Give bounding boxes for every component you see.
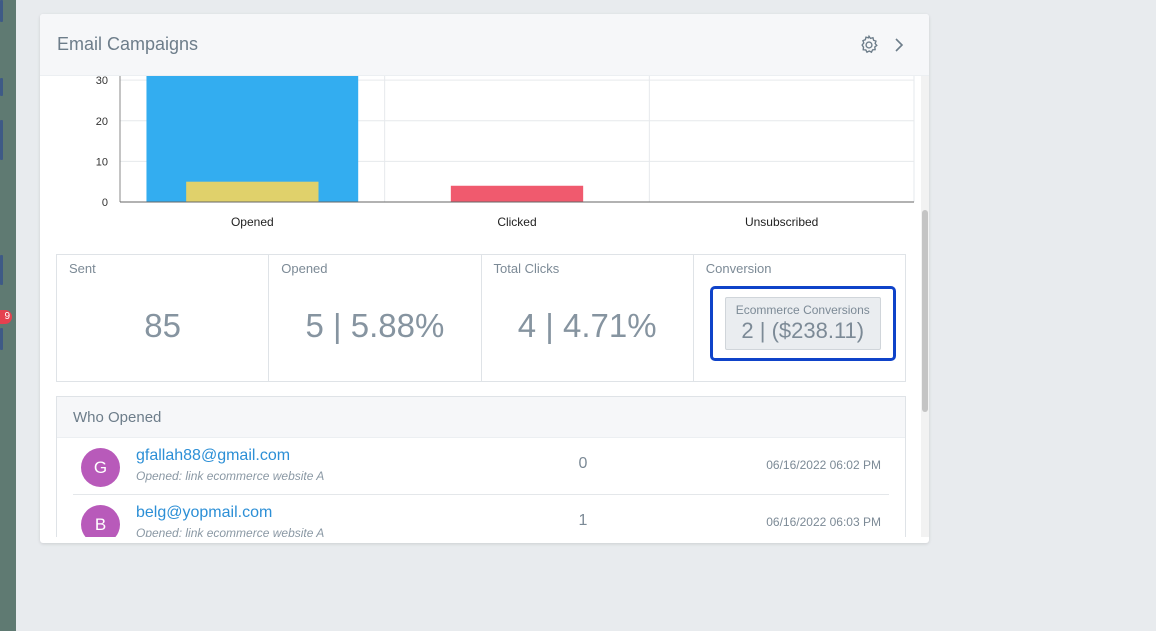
rail-nav-mark[interactable] — [0, 120, 3, 160]
who-opened-title: Who Opened — [73, 408, 162, 426]
open-detail: Opened: link ecommerce website A — [136, 469, 325, 483]
rail-nav-mark[interactable] — [0, 78, 3, 96]
panel-content: 0 10 20 30 Opened Clicked Unsubscribed Sent 85… — [40, 76, 929, 537]
scrollbar-thumb[interactable] — [922, 210, 928, 412]
rail-nav-mark[interactable] — [0, 0, 3, 22]
stats-row: Sent 85 Opened 5 | 5.88% Total Clicks 4 … — [56, 254, 906, 382]
stat-total-clicks: Total Clicks 4 | 4.71% — [482, 255, 694, 381]
stat-label: Conversion — [705, 261, 772, 276]
panel-title: Email Campaigns — [57, 34, 199, 54]
gear-icon — [861, 34, 878, 53]
x-tick-label: Opened — [231, 215, 274, 229]
click-count: 1 — [578, 512, 588, 529]
notification-badge: 9 — [0, 310, 12, 324]
bar-clicked-inner — [450, 185, 584, 202]
y-tick-label: 30 — [96, 76, 108, 87]
y-tick-label: 10 — [96, 156, 108, 168]
recipient-email-link[interactable]: belg@yopmail.com — [136, 504, 273, 521]
table-row[interactable]: G gfallah88@gmail.com Opened: link ecomm… — [73, 438, 889, 495]
left-nav-rail: 9 — [0, 0, 16, 631]
bar-opened — [146, 76, 359, 202]
conversion-highlight: Ecommerce Conversions 2 | ($238.11) — [709, 286, 896, 361]
avatar: G — [81, 448, 120, 487]
stat-conversion: Conversion Ecommerce Conversions 2 | ($2… — [694, 255, 905, 381]
chevron-right-icon — [895, 37, 904, 52]
conversion-card-label: Ecommerce Conversions — [735, 303, 870, 317]
open-timestamp: 06/16/2022 06:03 PM — [766, 515, 881, 529]
stat-value: 85 — [144, 307, 181, 344]
avatar: B — [81, 505, 120, 537]
bar-opened-inner — [186, 181, 319, 202]
open-timestamp: 06/16/2022 06:02 PM — [766, 458, 881, 472]
click-count: 0 — [578, 455, 588, 472]
y-tick-label: 0 — [102, 197, 108, 209]
settings-button[interactable] — [856, 32, 882, 58]
who-opened-header: Who Opened — [57, 397, 905, 438]
next-button[interactable] — [886, 32, 912, 58]
ecommerce-conversions-card[interactable]: Ecommerce Conversions 2 | ($238.11) — [724, 297, 881, 350]
x-tick-label: Clicked — [497, 215, 536, 229]
stat-label: Opened — [281, 261, 328, 276]
stat-value: 5 | 5.88% — [305, 307, 445, 344]
stat-label: Total Clicks — [493, 261, 560, 276]
rail-nav-mark[interactable] — [0, 328, 3, 350]
open-detail: Opened: link ecommerce website A — [136, 526, 325, 537]
conversion-card-value: 2 | ($238.11) — [741, 318, 865, 343]
rail-nav-mark[interactable] — [0, 255, 3, 285]
y-tick-label: 20 — [96, 116, 108, 128]
stat-label: Sent — [69, 261, 96, 276]
panel-header: Email Campaigns — [40, 14, 929, 76]
stat-sent: Sent 85 — [57, 255, 270, 381]
email-campaigns-panel: Email Campaigns 0 10 20 30 Opened Clicked Unsu… — [40, 14, 929, 543]
recipient-email-link[interactable]: gfallah88@gmail.com — [136, 447, 291, 464]
stat-opened: Opened 5 | 5.88% — [269, 255, 482, 381]
vertical-scrollbar[interactable] — [921, 76, 929, 537]
x-tick-label: Unsubscribed — [745, 215, 818, 229]
who-opened-section: Who Opened G gfallah88@gmail.com Opened:… — [56, 396, 906, 537]
table-row[interactable]: B belg@yopmail.com Opened: link ecommerc… — [73, 495, 889, 537]
campaign-bar-chart: 0 10 20 30 Opened Clicked Unsubscribed — [96, 76, 915, 229]
stat-value: 4 | 4.71% — [517, 307, 657, 344]
